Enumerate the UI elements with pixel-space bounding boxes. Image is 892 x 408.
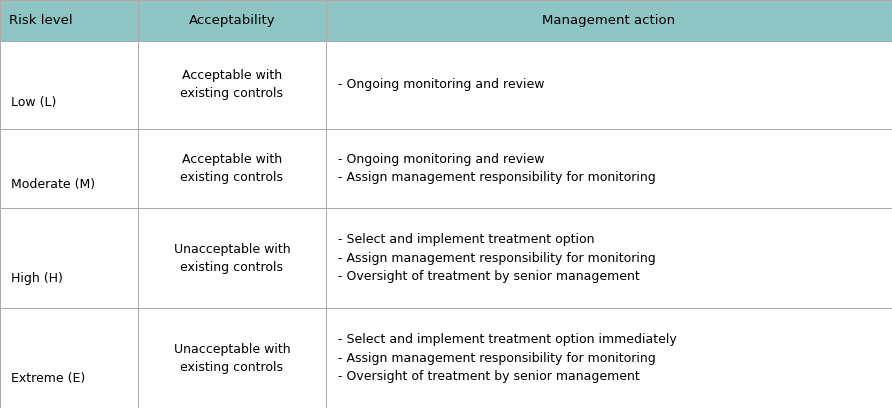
Text: Acceptable with
existing controls: Acceptable with existing controls [180, 153, 284, 184]
Bar [326, 0, 892, 41]
Bar [326, 41, 892, 129]
Text: Acceptability: Acceptability [188, 14, 276, 27]
Text: Extreme (E): Extreme (E) [11, 372, 85, 384]
Text: - Ongoing monitoring and review
- Assign management responsibility for monitorin: - Ongoing monitoring and review - Assign… [338, 153, 656, 184]
Bar [326, 308, 892, 408]
Text: Management action: Management action [542, 14, 675, 27]
Bar [138, 0, 326, 41]
Bar [138, 129, 326, 208]
Bar [138, 208, 326, 308]
Text: Low (L): Low (L) [11, 96, 56, 109]
Text: Unacceptable with
existing controls: Unacceptable with existing controls [174, 243, 290, 273]
Bar [138, 41, 326, 129]
Text: Moderate (M): Moderate (M) [11, 178, 95, 191]
Text: - Select and implement treatment option immediately
- Assign management responsi: - Select and implement treatment option … [338, 333, 677, 383]
Bar [138, 308, 326, 408]
Text: Acceptable with
existing controls: Acceptable with existing controls [180, 69, 284, 100]
Bar [326, 208, 892, 308]
Text: - Select and implement treatment option
- Assign management responsibility for m: - Select and implement treatment option … [338, 233, 656, 283]
Bar [0, 129, 138, 208]
Bar [0, 308, 138, 408]
Text: Unacceptable with
existing controls: Unacceptable with existing controls [174, 343, 290, 373]
Bar [0, 0, 138, 41]
Text: Risk level: Risk level [9, 14, 72, 27]
Bar [0, 208, 138, 308]
Text: - Ongoing monitoring and review: - Ongoing monitoring and review [338, 78, 545, 91]
Text: High (H): High (H) [11, 272, 62, 284]
Bar [0, 41, 138, 129]
Bar [326, 129, 892, 208]
